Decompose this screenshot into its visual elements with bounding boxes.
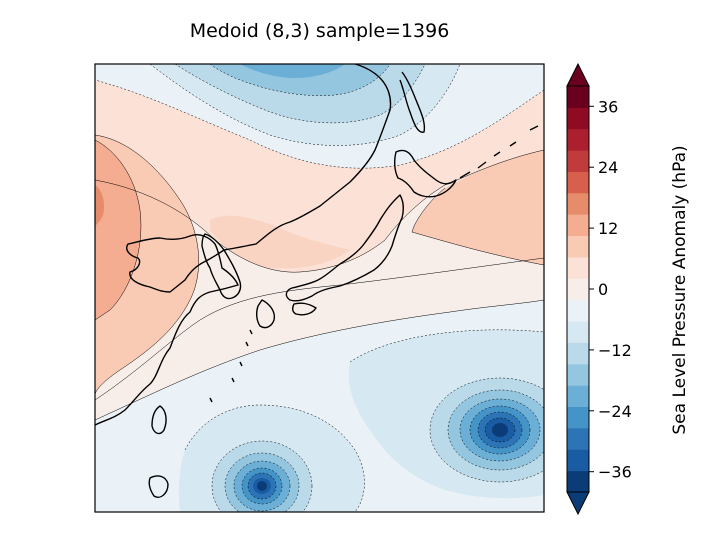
contour-field: [95, 64, 544, 512]
coastline-ryukyus: [209, 329, 253, 403]
colorbar-segment: [567, 299, 589, 322]
contour-fill-pos4-south: [95, 258, 544, 420]
coastline-kurils: [459, 125, 539, 179]
colorbar-segment: [567, 150, 589, 172]
colorbar-tick-label: 24: [598, 158, 618, 177]
colorbar-segment: [567, 321, 589, 343]
colorbar-label: Sea Level Pressure Anomaly (hPa): [670, 145, 690, 435]
coastline-hokkaido: [393, 149, 457, 198]
colorbar-tick-label: −36: [598, 463, 632, 482]
plot-title: Medoid (8,3) sample=1396: [189, 20, 450, 42]
colorbar-segment: [567, 406, 589, 429]
coastline-sakhalin: [399, 71, 426, 133]
map-frame: [94, 63, 545, 513]
contour-fill-north-low-4: [210, 64, 390, 96]
colorbar-segment: [567, 385, 589, 408]
contour-fill-pos8-east: [412, 150, 544, 265]
coastline-mainland: [95, 64, 392, 426]
east-low-rings: [430, 378, 544, 482]
colorbar-tick-label: 12: [598, 219, 618, 238]
southwest-low-rings: [212, 441, 312, 512]
colorbar-segment: [567, 278, 589, 301]
colorbar-segment: [567, 235, 589, 258]
colorbar-tick-label: −24: [598, 402, 632, 421]
colorbar-tick-label: 0: [598, 280, 608, 299]
coastlines: [95, 64, 539, 498]
coastline-kyushu: [255, 299, 276, 329]
coastline-hainan: [148, 475, 169, 498]
colorbar-segment: [567, 342, 589, 365]
colorbar-segment: [567, 192, 589, 215]
colorbar-segment: [567, 107, 589, 130]
colorbar-tick-label: −12: [598, 341, 632, 360]
negative-contour-lines: [95, 64, 544, 512]
colorbar-segment: [567, 363, 589, 386]
colorbar-segment: [567, 128, 589, 151]
colorbar-segment: [567, 256, 589, 279]
colorbar-extend-max: [566, 62, 590, 87]
coastline-shikoku: [291, 302, 317, 316]
colorbar-tick-label: 36: [598, 97, 618, 116]
colorbar-segment: [567, 427, 589, 450]
colorbar-segment: [567, 86, 589, 108]
colorbar-segment: [567, 470, 589, 493]
coastline-korea: [201, 233, 242, 300]
coastline-honshu: [285, 194, 405, 302]
contour-fill-pos16-west: [95, 185, 105, 226]
colorbar-segment: [567, 449, 589, 472]
contour-fill-pos8-mid: [210, 215, 350, 269]
colorbar: 36 24 12 0 −12 −24 −36: [566, 62, 632, 516]
colorbar-segment: [567, 214, 589, 237]
colorbar-segment: [567, 171, 589, 194]
coastline-taiwan: [151, 405, 167, 435]
contour-fill-north-low-5: [240, 64, 345, 78]
colorbar-extend-min: [566, 491, 590, 516]
